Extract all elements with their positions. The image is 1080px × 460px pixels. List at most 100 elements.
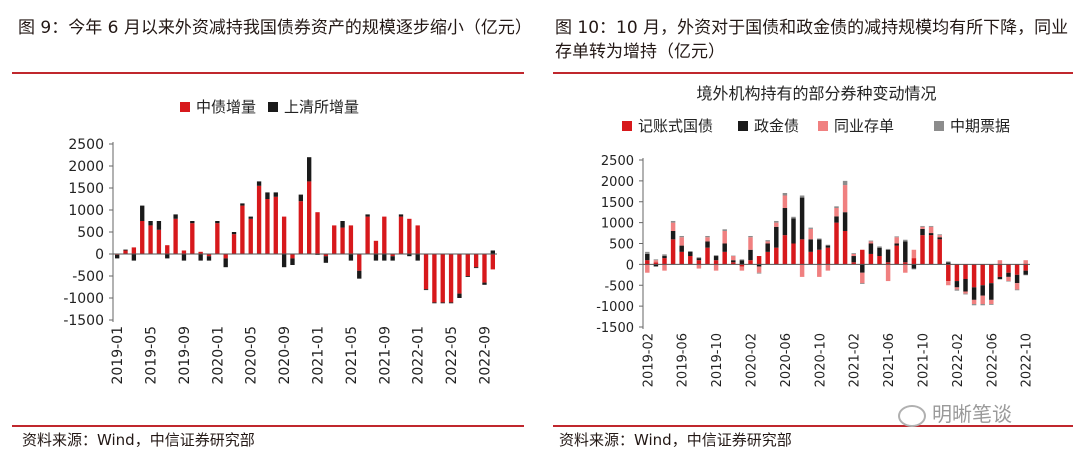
- bar-0-1-6: [165, 254, 170, 259]
- y-tick-label-1-1500: 1500: [601, 196, 634, 211]
- bar-1-3-23: [842, 180, 848, 186]
- legend-swatch-0-1: [268, 102, 278, 112]
- bar-1-0-40: [989, 264, 994, 284]
- bar-1-3-2: [662, 254, 667, 257]
- bar-1-3-37: [963, 293, 968, 295]
- bar-1-1-5: [688, 251, 693, 257]
- bar-0-0-11: [206, 254, 212, 257]
- y-tick-label-0-1000: 1000: [68, 203, 104, 219]
- x-tick-label-0-10: 2022-05: [444, 326, 460, 385]
- bar-1-1-25: [860, 264, 865, 273]
- bar-1-3-42: [1006, 281, 1011, 282]
- bar-1-0-8: [713, 260, 719, 265]
- bar-1-3-39: [980, 304, 985, 306]
- left-source-note: 资料来源：Wind，中信证券研究部: [22, 431, 255, 449]
- bar-0-0-17: [256, 185, 262, 254]
- bar-1-2-43: [1014, 283, 1020, 290]
- bar-1-0-33: [928, 235, 934, 265]
- bar-0-0-41: [457, 254, 462, 294]
- bar-1-3-36: [954, 289, 960, 291]
- bar-0-0-7: [173, 218, 178, 254]
- wechat-logo-icon: [898, 404, 926, 427]
- bar-1-2-6: [696, 264, 702, 269]
- bar-0-0-42: [465, 254, 470, 276]
- bar-0-0-13: [223, 254, 228, 259]
- bar-1-3-35: [946, 261, 951, 263]
- legend-swatch-0-0: [180, 102, 190, 112]
- x-tick-label-0-9: 2022-01: [411, 326, 427, 385]
- legend-swatch-1-3: [934, 121, 944, 131]
- bar-1-0-2: [662, 258, 667, 265]
- bar-1-3-15: [774, 220, 779, 223]
- bar-1-2-13: [756, 266, 762, 273]
- bar-1-0-13: [756, 256, 762, 265]
- bar-0-1-11: [206, 256, 212, 261]
- bar-1-2-18: [799, 264, 805, 277]
- bar-1-3-14: [765, 240, 770, 242]
- bar-1-1-29: [894, 243, 899, 246]
- bar-1-0-31: [911, 258, 917, 265]
- bar-0-0-30: [365, 216, 370, 254]
- bar-1-3-5: [688, 251, 693, 252]
- bar-0-1-10: [198, 254, 203, 261]
- legend-label-0-0: 中债增量: [196, 98, 256, 116]
- bar-1-3-19: [808, 227, 813, 229]
- bar-1-2-36: [954, 287, 960, 290]
- bar-0-1-42: [465, 276, 470, 277]
- left-top-rule: [12, 72, 524, 74]
- legend-swatch-1-1: [738, 121, 748, 131]
- x-tick-label-0-2: 2019-09: [177, 326, 193, 385]
- right-source-note: 资料来源：Wind，中信证券研究部: [559, 431, 792, 449]
- x-tick-label-1-9: 2022-02: [951, 333, 966, 387]
- bar-1-3-30: [903, 239, 908, 242]
- bar-1-0-18: [799, 239, 805, 265]
- bar-1-2-3: [670, 222, 676, 231]
- bar-1-3-32: [920, 225, 925, 227]
- bar-0-1-19: [273, 192, 278, 197]
- y-tick-label-0--500: -500: [72, 269, 104, 285]
- bar-1-0-30: [903, 262, 908, 265]
- bar-0-0-36: [415, 225, 420, 254]
- bar-1-3-25: [860, 283, 865, 284]
- legend-label-1-1: 政金债: [754, 117, 799, 135]
- x-tick-label-0-3: 2020-01: [210, 326, 226, 385]
- legend-label-1-2: 同业存单: [834, 117, 894, 135]
- bar-1-3-44: [1023, 274, 1028, 276]
- bar-0-1-5: [156, 221, 162, 230]
- watermark: 明晰笔谈: [898, 398, 1012, 427]
- bar-0-1-43: [473, 267, 479, 269]
- bar-0-1-22: [298, 194, 303, 202]
- bar-1-3-27: [877, 246, 882, 248]
- x-tick-label-1-2: 2019-10: [710, 333, 725, 387]
- bar-1-1-10: [731, 260, 736, 263]
- bar-1-2-19: [808, 228, 813, 240]
- bar-0-0-3: [140, 221, 145, 254]
- bar-0-0-28: [348, 225, 354, 254]
- bar-1-3-0: [645, 251, 650, 254]
- bar-1-3-41: [997, 278, 1003, 280]
- bar-1-1-17: [791, 218, 796, 244]
- bar-1-0-32: [920, 235, 925, 265]
- bar-0-0-23: [307, 181, 312, 254]
- bar-1-1-44: [1023, 270, 1028, 275]
- bar-1-1-8: [713, 256, 719, 261]
- bar-0-1-21: [290, 258, 295, 265]
- bar-1-1-41: [997, 276, 1003, 279]
- bar-1-1-7: [705, 241, 710, 248]
- bar-1-3-38: [971, 304, 977, 306]
- bar-0-1-30: [365, 214, 370, 217]
- bar-1-2-38: [971, 299, 977, 305]
- x-tick-label-1-10: 2022-06: [985, 333, 1000, 387]
- bar-1-0-14: [765, 251, 770, 265]
- bar-1-2-12: [748, 237, 753, 250]
- bar-1-3-11: [739, 259, 745, 261]
- bar-0-0-32: [382, 216, 387, 254]
- bar-1-1-22: [834, 216, 839, 223]
- bar-1-2-37: [963, 291, 968, 294]
- y-tick-label-1-1000: 1000: [601, 217, 634, 232]
- bar-1-1-1: [653, 264, 659, 267]
- bar-1-1-43: [1014, 274, 1020, 284]
- bar-1-1-16: [782, 208, 788, 236]
- bar-0-0-45: [490, 254, 495, 270]
- bar-1-0-43: [1014, 264, 1020, 275]
